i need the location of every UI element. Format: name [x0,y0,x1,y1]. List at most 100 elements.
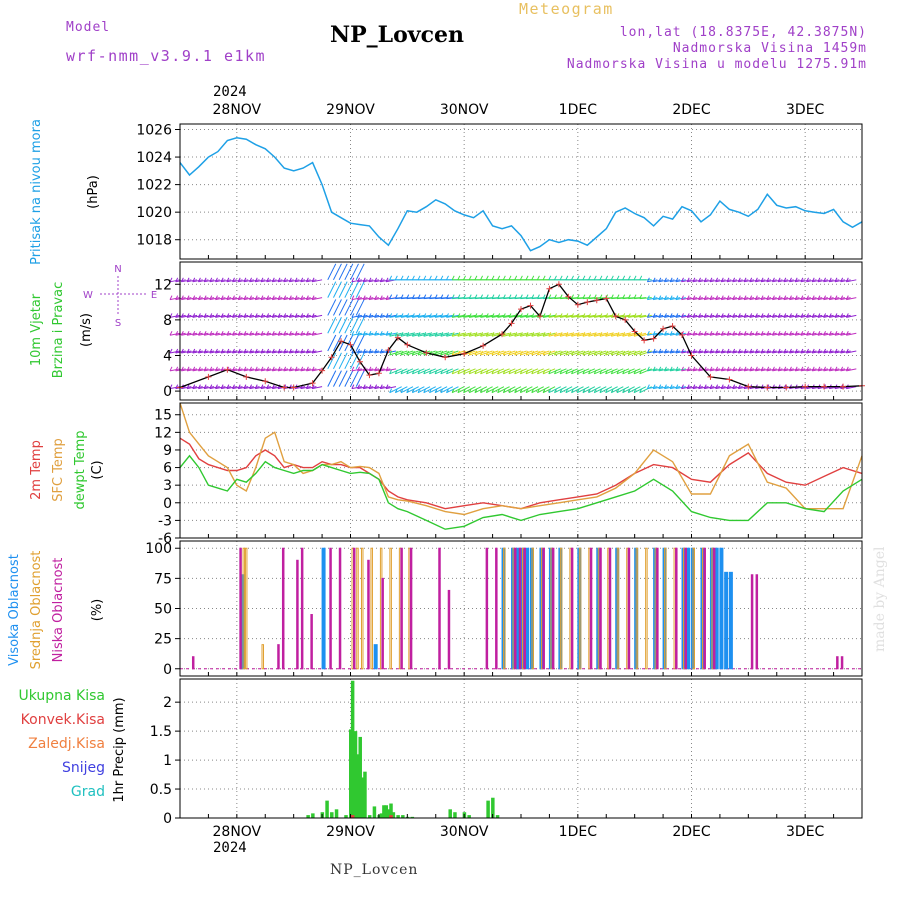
wind-barb-feather [468,350,472,356]
wind-barb [778,314,789,318]
wind-barb [350,374,357,387]
wind-barb-feather [400,369,404,375]
wind-barb-feather [783,277,787,283]
wind-barb-feather [726,384,730,389]
wind-barb [605,386,618,394]
wind-barb [817,314,828,318]
wind-barb-feather [446,369,449,375]
wind-barb-feather [783,313,787,318]
wind-barb [704,368,715,372]
wind-barb-feather [480,313,484,318]
wind-barb-feather [311,348,315,354]
wind-barb-feather [743,331,747,336]
wind-barb-feather [368,313,372,318]
wind-barb-feather [732,331,736,336]
wind-barb-feather [463,369,466,375]
wind-barb-feather [571,313,574,318]
wind-barb-feather [633,275,637,281]
wind-barb-feather [203,348,207,354]
wind-barb [277,332,289,336]
wind-barb [652,314,664,318]
wind-barb-feather [249,295,253,300]
wind-barb-feather [491,388,495,393]
wind-barb-feather [806,331,809,336]
wind-barb-feather [703,331,707,336]
wind-barb-feather [220,331,224,336]
wind-gust-marker [622,316,629,323]
wind-barb-feather [519,388,523,393]
wind-barb-feather [715,295,719,300]
wind-barb [260,368,272,372]
wind-barb-feather [703,277,707,283]
wind-barb [457,368,471,375]
wind-barb [192,368,203,372]
cloud-high-label: Visoka Oblacnost [7,554,22,666]
wind-barb-feather [457,369,461,375]
wind-barb-feather [840,366,844,372]
wind-barb-feather [783,295,787,300]
wind-barb [283,368,294,372]
wind-barb [327,303,335,316]
wind-barb-feather [559,313,563,318]
wind-barb-feather [582,294,586,299]
precip-total-bar [330,812,334,818]
wind-gust-marker [394,334,401,341]
wind-barb-feather [571,275,574,281]
wind-barb-feather [664,366,667,372]
wind-barb-feather [266,331,270,336]
wind-barb-feather [344,334,348,340]
wind-barb [749,279,760,283]
wind-barb-feather [576,369,580,375]
wind-gust-marker [319,367,326,374]
wind-barb-feather [709,277,713,283]
wind-gust-marker [764,384,771,391]
wind-barb-feather [633,350,637,356]
wind-barb-feather [845,277,849,283]
wind-barb [417,386,431,394]
wind-barb [698,386,709,390]
wind-barb-feather [357,295,360,300]
temp-y-tick-label: 9 [163,443,172,459]
wind-barb [355,321,363,334]
wind-barb [692,279,703,283]
wind-barb-feather [428,294,432,299]
wind-barb-feather [508,313,512,318]
wind-barb-feather [374,277,378,283]
wind-barb [380,332,391,336]
wind-barb-feather [243,331,247,336]
wind-barb-feather [379,348,383,354]
wind-barb-feather [760,313,764,318]
wind-barb [559,368,573,375]
wind-barb [272,350,283,354]
wind-gust-marker [660,325,667,332]
wind-barb [429,368,442,375]
wind-barb [823,368,834,372]
wind-barb-feather [789,313,792,318]
wind-barb [215,332,226,336]
wind-barb [823,314,834,318]
cloud-low-bar [570,547,574,670]
wind-barb [658,350,669,354]
wind-barb-feather [588,332,592,337]
wind-barb [249,279,260,283]
wind-barb [789,314,800,318]
wind-barb [434,350,448,356]
wind-barb [260,332,272,336]
wind-barb-feather [593,313,597,318]
wind-barb [363,350,374,354]
wind-barb [766,297,777,301]
wind-barb [306,279,317,283]
wind-barb-feather [220,277,224,283]
wind-barb [351,297,362,301]
wind-barb-feather [434,275,438,281]
wind-barb [823,350,834,354]
wind-barb [289,297,300,301]
wind-barb [726,350,738,354]
wind-barb-feather [627,388,631,393]
wind-barb [221,279,232,283]
wind-barb-feather [226,313,230,318]
wind-barb [198,386,209,390]
wind-barb [363,386,374,390]
wind-barb [599,386,613,394]
wind-barb-feather [542,275,546,281]
